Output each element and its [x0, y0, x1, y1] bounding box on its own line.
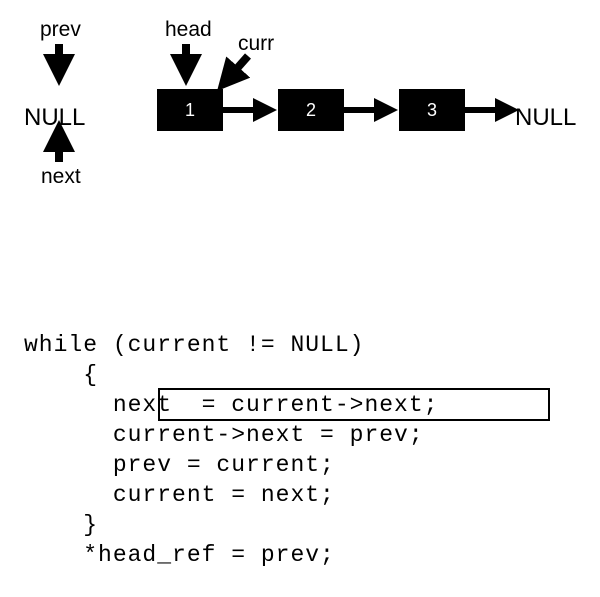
code-line: *head_ref = prev; — [24, 540, 438, 570]
code-line: } — [24, 510, 438, 540]
arrows-svg — [0, 0, 600, 250]
code-line: prev = current; — [24, 450, 438, 480]
code-line: { — [24, 360, 438, 390]
code-line: next = current->next; — [24, 390, 438, 420]
linked-list-diagram: prev head curr next NULL NULL 1 2 3 — [0, 0, 600, 250]
curr-arrow — [225, 56, 248, 82]
code-line: current->next = prev; — [24, 420, 438, 450]
code-block: while (current != NULL) { next = current… — [24, 330, 438, 570]
code-line: while (current != NULL) — [24, 330, 438, 360]
code-line: current = next; — [24, 480, 438, 510]
